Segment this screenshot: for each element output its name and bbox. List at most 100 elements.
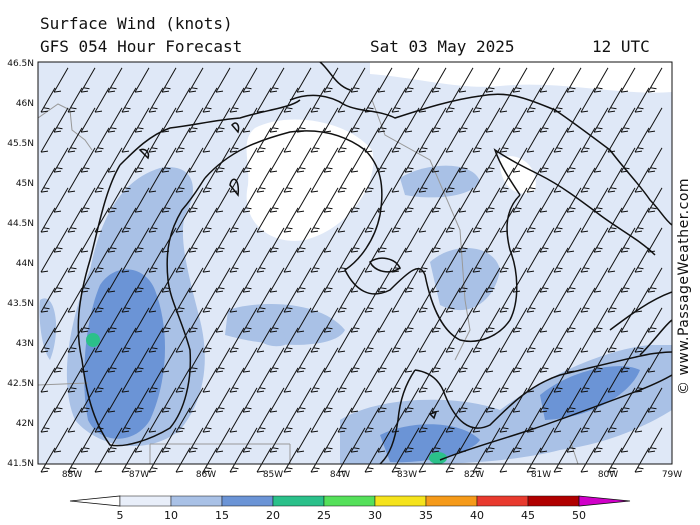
wind-barb <box>620 67 636 93</box>
wind-barb <box>593 147 609 173</box>
wind-barb <box>391 127 407 153</box>
wind-barb <box>323 267 339 293</box>
wind-barb <box>404 67 420 93</box>
wind-barb <box>188 307 204 333</box>
wind-barb <box>175 367 191 393</box>
colorbar-bin <box>170 495 223 507</box>
wind-barb <box>580 127 596 153</box>
wind-barb <box>337 327 353 353</box>
wind-barb <box>134 307 150 333</box>
wind-barb <box>161 347 177 373</box>
wind-barb <box>215 427 231 453</box>
wind-barb <box>593 227 609 253</box>
wind-barb <box>404 387 420 413</box>
wind-barb <box>283 407 299 433</box>
wind-barb <box>148 407 164 433</box>
wind-barb <box>202 87 218 113</box>
wind-barb <box>188 67 204 93</box>
wind-barb <box>485 187 501 213</box>
wind-barb <box>148 287 164 313</box>
wind-barb <box>269 67 285 93</box>
wind-barb <box>404 427 420 453</box>
wind-barb <box>107 387 123 413</box>
wind-barb <box>391 207 407 233</box>
wind-barb <box>350 67 366 93</box>
wind-barb <box>431 347 447 373</box>
wind-barb <box>134 147 150 173</box>
wind-barb <box>229 367 245 393</box>
wind-barb <box>337 207 353 233</box>
wind-barb <box>215 307 231 333</box>
wind-barb <box>418 287 434 313</box>
wind-barb <box>445 367 461 393</box>
wind-barb <box>607 127 623 153</box>
wind-barb <box>445 127 461 153</box>
wind-barb <box>418 167 434 193</box>
wind-barb <box>566 227 582 253</box>
wind-barb <box>431 187 447 213</box>
wind-barb <box>175 207 191 233</box>
wind-barb <box>377 427 393 453</box>
wind-barb <box>323 307 339 333</box>
wind-barb <box>485 107 501 133</box>
colorbar-label: 30 <box>368 509 382 522</box>
wind-barb <box>242 67 258 93</box>
wind-barb <box>67 247 83 273</box>
wind-barb <box>445 167 461 193</box>
wind-barb <box>472 447 488 473</box>
wind-barb <box>323 227 339 253</box>
wind-barb <box>40 407 56 433</box>
map-title: Surface Wind (knots) <box>40 14 233 33</box>
wind-barb <box>445 247 461 273</box>
lon-label: 81W <box>531 470 551 480</box>
coastlines <box>77 62 672 464</box>
wind-barb <box>148 87 164 113</box>
wind-barb <box>445 87 461 113</box>
wind-barb <box>647 387 663 413</box>
wind-barb <box>485 307 501 333</box>
wind-barb <box>94 367 110 393</box>
wind-barb <box>553 167 569 193</box>
wind-barb <box>80 267 96 293</box>
colorbar-label: 50 <box>572 509 586 522</box>
wind-barb <box>229 207 245 233</box>
wind-barb <box>256 407 272 433</box>
wind-barb <box>499 407 515 433</box>
wind-barb <box>161 427 177 453</box>
calm-area-lake-michigan-north <box>246 119 374 241</box>
wind-barb <box>404 187 420 213</box>
wind-barb <box>593 67 609 93</box>
colorbar-high-end <box>578 495 631 507</box>
wind-barb <box>188 147 204 173</box>
wind-barb <box>580 407 596 433</box>
wind-barb <box>634 167 650 193</box>
wind-barb <box>215 147 231 173</box>
wind-barb <box>175 407 191 433</box>
wind-barb <box>121 247 137 273</box>
wind-barb <box>134 107 150 133</box>
wind-barb <box>107 307 123 333</box>
wind-barb <box>67 167 83 193</box>
wind-barb <box>107 347 123 373</box>
wind-barb <box>512 427 528 453</box>
wind-barb <box>485 67 501 93</box>
wind-barb <box>121 87 137 113</box>
wind-barb <box>634 87 650 113</box>
wind-barb <box>391 287 407 313</box>
wind-barb <box>148 247 164 273</box>
wind-barb <box>620 307 636 333</box>
wind-barb <box>485 227 501 253</box>
wind-barb <box>647 227 663 253</box>
wind-barb <box>620 347 636 373</box>
wind-barb <box>215 107 231 133</box>
wind-barb <box>553 247 569 273</box>
wind-barb <box>134 267 150 293</box>
wind-barb <box>593 427 609 453</box>
wind-barb <box>607 447 623 473</box>
wind-barb <box>445 287 461 313</box>
wind-barb <box>80 307 96 333</box>
wind-barb <box>40 327 56 353</box>
wind-barb <box>323 387 339 413</box>
wind-barb <box>256 367 272 393</box>
wind-barb <box>256 87 272 113</box>
